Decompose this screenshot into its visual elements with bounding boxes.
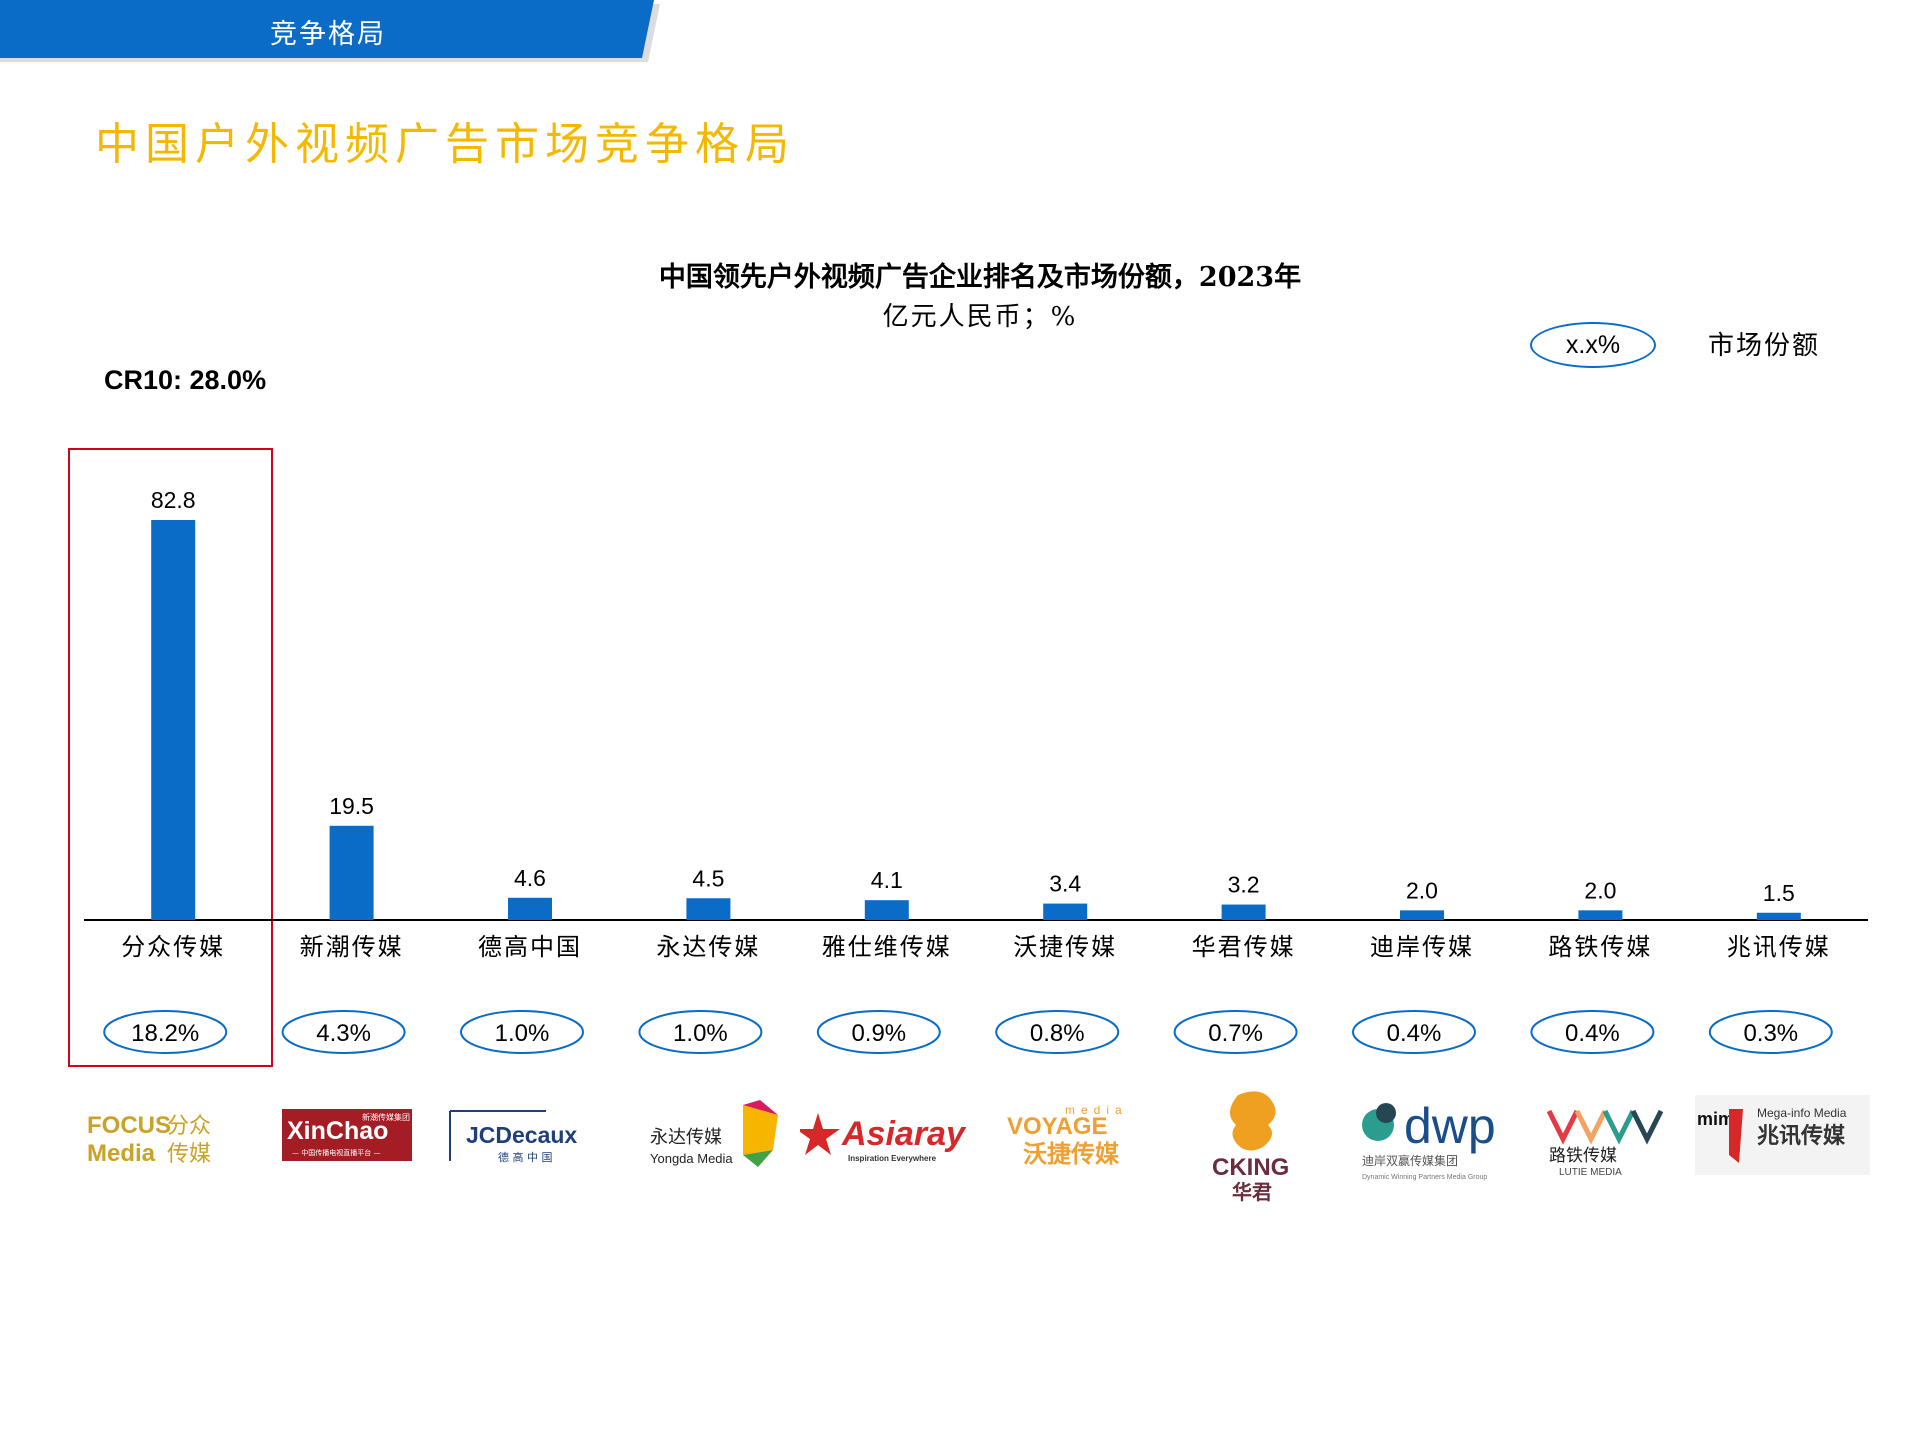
data-label: 4.6 <box>514 865 546 891</box>
svg-text:XinChao: XinChao <box>287 1117 388 1145</box>
svg-text:华君: 华君 <box>1232 1180 1272 1204</box>
svg-text:— 中国传播电视直播平台 —: — 中国传播电视直播平台 — <box>292 1148 380 1157</box>
share-oval <box>281 1010 406 1054</box>
category-label: 兆讯传媒 <box>1727 933 1831 961</box>
category-label: 德高中国 <box>478 933 582 961</box>
svg-text:Asiaray: Asiaray <box>841 1115 967 1153</box>
category-label: 分众传媒 <box>121 933 225 961</box>
section-banner: 竞争格局 <box>0 0 660 62</box>
category-label: 新潮传媒 <box>300 933 404 961</box>
share-oval <box>995 1010 1120 1054</box>
bar <box>151 520 196 920</box>
share-label: 4.3% <box>316 1020 371 1047</box>
svg-text:Inspiration Everywhere: Inspiration Everywhere <box>848 1154 937 1163</box>
svg-text:Mega-info Media: Mega-info Media <box>1757 1106 1847 1120</box>
svg-text:LUTIE MEDIA: LUTIE MEDIA <box>1559 1167 1622 1178</box>
chart-subtitle: 亿元人民币；% <box>882 302 1078 332</box>
svg-text:Media: Media <box>87 1140 156 1165</box>
category-label: 沃捷传媒 <box>1013 933 1117 961</box>
svg-text:CKING: CKING <box>1212 1154 1289 1181</box>
data-label: 1.5 <box>1763 880 1795 906</box>
svg-text:德 高 中 国: 德 高 中 国 <box>498 1150 553 1164</box>
share-oval <box>103 1010 228 1054</box>
svg-text:mim: mim <box>1697 1109 1734 1129</box>
svg-text:兆讯传媒: 兆讯传媒 <box>1757 1123 1846 1149</box>
share-oval <box>1173 1010 1298 1054</box>
jcdecaux-logo: JCDecaux 德 高 中 国 <box>448 1090 588 1180</box>
bar <box>1043 903 1088 920</box>
xinchao-logo: XinChao 新潮传媒集团 — 中国传播电视直播平台 — <box>282 1090 412 1180</box>
data-label: 19.5 <box>329 793 374 819</box>
svg-text:迪岸双赢传媒集团: 迪岸双赢传媒集团 <box>1362 1153 1458 1168</box>
bar <box>1400 910 1444 920</box>
share-label: 1.0% <box>495 1020 550 1047</box>
share-label: 1.0% <box>673 1020 728 1047</box>
dwp-logo: dwp 迪岸双赢传媒集团 Dynamic Winning Partners Me… <box>1360 1090 1510 1190</box>
share-label: 18.2% <box>131 1020 199 1047</box>
svg-text:沃捷传媒: 沃捷传媒 <box>1023 1140 1120 1168</box>
share-label: 0.9% <box>851 1020 906 1047</box>
share-oval <box>1530 1010 1655 1054</box>
category-label: 永达传媒 <box>656 933 760 961</box>
share-oval <box>1352 1010 1476 1054</box>
share-label: 0.8% <box>1030 1020 1085 1047</box>
highlight-box <box>68 448 273 1067</box>
page-title: 中国户外视频广告市场竞争格局 <box>95 119 795 170</box>
data-label: 2.0 <box>1406 877 1438 903</box>
share-oval <box>1708 1010 1833 1054</box>
legend-label: 市场份额 <box>1708 331 1821 361</box>
bar <box>1221 904 1266 920</box>
data-label: 4.1 <box>871 867 903 893</box>
bar <box>508 897 552 920</box>
share-label: 0.4% <box>1565 1020 1620 1047</box>
chart-title: 中国领先户外视频广告企业排名及市场份额，2023年 <box>658 262 1302 293</box>
share-label: 0.3% <box>1743 1020 1798 1047</box>
mim-logo: mim Mega-info Media 兆讯传媒 <box>1695 1090 1870 1180</box>
category-label: 雅仕维传媒 <box>822 933 952 961</box>
share-label: 0.4% <box>1387 1020 1442 1047</box>
svg-text:分众: 分众 <box>167 1114 211 1139</box>
svg-text:FOCUS: FOCUS <box>87 1112 171 1139</box>
svg-text:永达传媒: 永达传媒 <box>650 1127 722 1148</box>
svg-text:新潮传媒集团: 新潮传媒集团 <box>362 1112 410 1122</box>
asiaray-logo: Asiaray Inspiration Everywhere <box>800 1090 980 1180</box>
data-label: 3.4 <box>1049 871 1081 897</box>
share-oval <box>816 1010 941 1054</box>
bar <box>686 898 731 920</box>
share-oval <box>460 1010 584 1054</box>
voyage-logo: media VOYAGE 沃捷传媒 <box>1005 1090 1150 1180</box>
lutie-logo: 路铁传媒 LUTIE MEDIA <box>1545 1090 1675 1190</box>
focus-media-logo: FOCUS Media 分众 传媒 <box>85 1090 225 1180</box>
data-label: 82.8 <box>151 487 196 513</box>
bar <box>1756 912 1801 920</box>
data-label: 4.5 <box>692 865 724 891</box>
data-label: 2.0 <box>1584 877 1616 903</box>
cking-logo: CKING 华君 <box>1208 1085 1298 1205</box>
svg-text:VOYAGE: VOYAGE <box>1007 1113 1108 1140</box>
bar <box>864 900 909 920</box>
svg-text:dwp: dwp <box>1404 1098 1496 1154</box>
legend-oval: x.x% <box>1530 322 1656 368</box>
svg-text:media: media <box>1065 1103 1128 1117</box>
banner-shape <box>0 0 660 62</box>
bar <box>329 825 374 920</box>
cr10-label: CR10: 28.0% <box>104 365 267 395</box>
bar <box>1578 910 1623 920</box>
share-oval <box>638 1010 763 1054</box>
share-label: 0.7% <box>1208 1020 1263 1047</box>
svg-text:传媒: 传媒 <box>167 1142 211 1165</box>
category-label: 迪岸传媒 <box>1370 933 1474 961</box>
svg-text:Yongda Media: Yongda Media <box>650 1151 733 1166</box>
category-label: 华君传媒 <box>1192 933 1296 961</box>
category-label: 路铁传媒 <box>1548 933 1652 961</box>
data-label: 3.2 <box>1228 872 1260 898</box>
section-tag: 竞争格局 <box>270 19 386 50</box>
yongda-logo: 永达传媒 Yongda Media <box>648 1090 788 1180</box>
svg-text:Dynamic Winning Partners Media: Dynamic Winning Partners Media Group <box>1362 1174 1487 1181</box>
svg-text:路铁传媒: 路铁传媒 <box>1549 1146 1617 1166</box>
svg-text:JCDecaux: JCDecaux <box>466 1122 577 1148</box>
